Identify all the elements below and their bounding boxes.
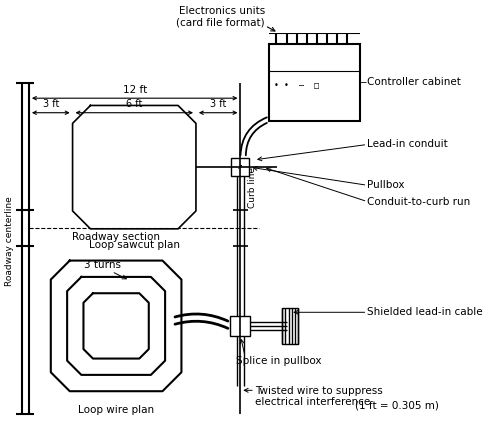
Text: Loop sawcut plan: Loop sawcut plan [89,240,180,250]
Bar [269,44,360,121]
Text: Roadway centerline: Roadway centerline [4,197,13,286]
Text: Curb line: Curb line [247,167,257,207]
Text: Splice in pullbox: Splice in pullbox [236,356,322,366]
Text: Roadway section: Roadway section [72,233,160,242]
Bar [282,308,298,344]
Text: 3 ft: 3 ft [42,99,59,109]
Text: (1 ft = 0.305 m): (1 ft = 0.305 m) [355,400,439,410]
Text: Conduit-to-curb run: Conduit-to-curb run [368,197,471,207]
Text: ↗: ↗ [238,164,244,170]
Text: Twisted wire to suppress
electrical interference: Twisted wire to suppress electrical inte… [255,386,383,407]
Text: Electronics units
(card file format): Electronics units (card file format) [176,6,265,27]
Bar [231,158,249,176]
Text: Pullbox: Pullbox [368,180,405,190]
Text: Loop wire plan: Loop wire plan [78,405,154,415]
Bar [230,316,250,336]
Text: Shielded lead-in cable: Shielded lead-in cable [368,307,483,317]
Text: 12 ft: 12 ft [123,85,147,95]
Text: 3 turns: 3 turns [84,260,121,270]
Text: Lead-in conduit: Lead-in conduit [368,139,448,150]
Text: Controller cabinet: Controller cabinet [368,78,461,87]
Text: 6 ft: 6 ft [126,99,142,109]
Text: • •  —  □: • • — □ [274,82,319,91]
Text: 3 ft: 3 ft [210,99,226,109]
